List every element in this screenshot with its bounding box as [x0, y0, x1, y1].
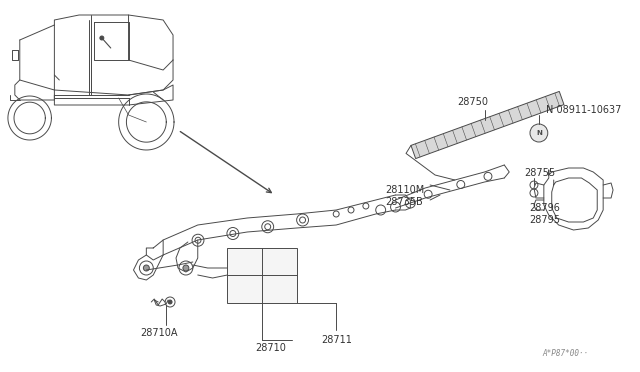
Circle shape	[183, 265, 189, 271]
Polygon shape	[411, 92, 564, 158]
Text: 28750: 28750	[457, 97, 488, 107]
Text: 28735B: 28735B	[386, 197, 424, 207]
Text: A*P87*00··: A*P87*00··	[542, 349, 588, 358]
Text: 28796: 28796	[529, 203, 560, 213]
Text: 28110M: 28110M	[386, 185, 425, 195]
Circle shape	[143, 265, 149, 271]
Text: 28711: 28711	[321, 335, 352, 345]
Circle shape	[100, 36, 104, 40]
Text: 28755: 28755	[524, 168, 555, 178]
Circle shape	[530, 124, 548, 142]
FancyBboxPatch shape	[227, 248, 296, 303]
Circle shape	[168, 300, 172, 304]
Text: 28710: 28710	[255, 343, 286, 353]
Text: N: N	[536, 130, 542, 136]
Text: 28795: 28795	[529, 215, 560, 225]
Text: N 08911-10637: N 08911-10637	[546, 105, 621, 115]
Text: 28710A: 28710A	[140, 328, 178, 338]
